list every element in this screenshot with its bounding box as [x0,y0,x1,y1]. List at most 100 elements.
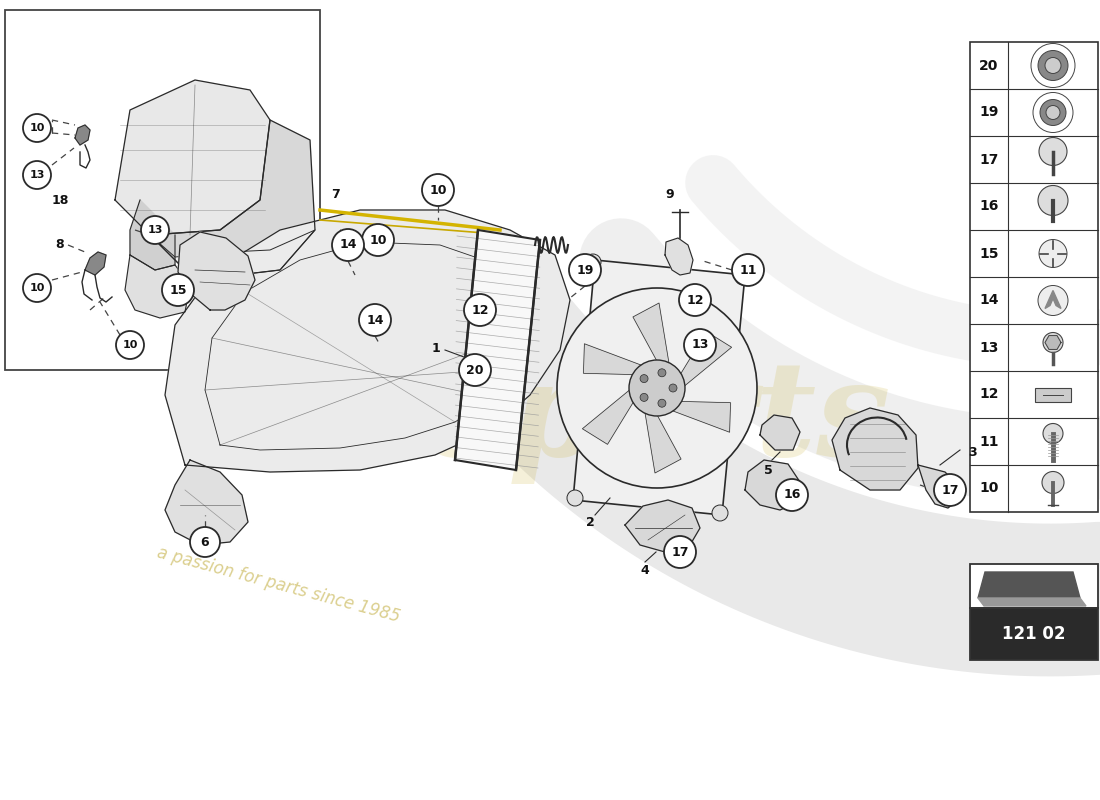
Text: 10: 10 [30,123,45,133]
Circle shape [23,274,51,302]
Text: 12: 12 [979,387,999,402]
FancyBboxPatch shape [6,10,320,370]
Polygon shape [645,410,681,473]
Text: 19: 19 [979,106,999,119]
Polygon shape [918,465,958,508]
Text: 16: 16 [783,489,801,502]
Polygon shape [632,303,670,366]
Polygon shape [978,572,1080,598]
Circle shape [1038,286,1068,315]
Text: 121 02: 121 02 [1002,625,1066,643]
FancyBboxPatch shape [970,608,1098,660]
Circle shape [141,216,169,244]
Circle shape [1040,99,1066,126]
Text: 10: 10 [979,482,999,495]
Polygon shape [85,252,106,275]
Text: 11: 11 [739,263,757,277]
Text: 17: 17 [671,546,689,558]
Circle shape [664,536,696,568]
Circle shape [934,474,966,506]
FancyBboxPatch shape [970,564,1098,608]
Circle shape [1046,106,1060,119]
Circle shape [640,394,648,402]
Polygon shape [130,200,175,270]
Polygon shape [678,332,732,388]
Text: 2: 2 [585,515,594,529]
Polygon shape [670,402,730,432]
Text: 5: 5 [763,463,772,477]
Text: 9: 9 [666,189,674,202]
Circle shape [464,294,496,326]
Text: 13: 13 [147,225,163,235]
Text: 14: 14 [339,238,356,251]
Circle shape [459,354,491,386]
Polygon shape [178,232,255,310]
Text: 6: 6 [200,535,209,549]
Circle shape [640,374,648,382]
Polygon shape [666,238,693,275]
Text: 18: 18 [52,194,68,206]
Polygon shape [583,344,645,374]
Circle shape [422,174,454,206]
FancyBboxPatch shape [970,42,1098,512]
Polygon shape [455,230,540,470]
Text: 13: 13 [30,170,45,180]
Circle shape [1040,138,1067,166]
Polygon shape [150,230,315,280]
Polygon shape [1045,290,1062,309]
Circle shape [23,114,51,142]
Polygon shape [125,255,190,318]
Circle shape [585,254,601,270]
Text: 19: 19 [576,263,594,277]
Circle shape [1038,186,1068,215]
Text: 16: 16 [979,199,999,214]
Circle shape [735,269,751,285]
Polygon shape [150,120,315,280]
Polygon shape [832,408,918,490]
Circle shape [1033,93,1072,133]
Text: oparts: oparts [420,355,891,485]
Polygon shape [582,388,637,444]
Circle shape [23,161,51,189]
Circle shape [1042,471,1064,494]
Circle shape [732,254,764,286]
Polygon shape [978,598,1086,606]
Text: 4: 4 [640,563,649,577]
Polygon shape [165,460,248,545]
Text: 13: 13 [979,341,999,354]
Text: 17: 17 [942,483,959,497]
Circle shape [1043,423,1063,443]
Text: 10: 10 [30,283,45,293]
Circle shape [1031,43,1075,87]
Text: 8: 8 [56,238,64,251]
Text: 3: 3 [968,446,977,458]
Circle shape [557,288,757,488]
Polygon shape [1045,335,1062,350]
Circle shape [776,479,808,511]
Circle shape [669,384,676,392]
Text: 10: 10 [429,183,447,197]
Polygon shape [116,80,270,235]
Text: 12: 12 [686,294,704,306]
Text: 7: 7 [331,189,340,202]
Circle shape [684,329,716,361]
Text: 14: 14 [979,294,999,307]
Circle shape [116,331,144,359]
Circle shape [566,490,583,506]
Text: 10: 10 [122,340,138,350]
Text: 13: 13 [691,338,708,351]
Circle shape [658,369,666,377]
Text: a passion for parts since 1985: a passion for parts since 1985 [155,544,403,626]
Circle shape [359,304,390,336]
Circle shape [362,224,394,256]
Polygon shape [745,460,800,510]
Circle shape [1038,50,1068,81]
Text: 17: 17 [979,153,999,166]
Text: 20: 20 [466,363,484,377]
Polygon shape [625,500,700,552]
Polygon shape [573,260,745,515]
Circle shape [332,229,364,261]
Circle shape [190,527,220,557]
Text: eur: eur [220,326,470,454]
FancyBboxPatch shape [1035,387,1071,402]
